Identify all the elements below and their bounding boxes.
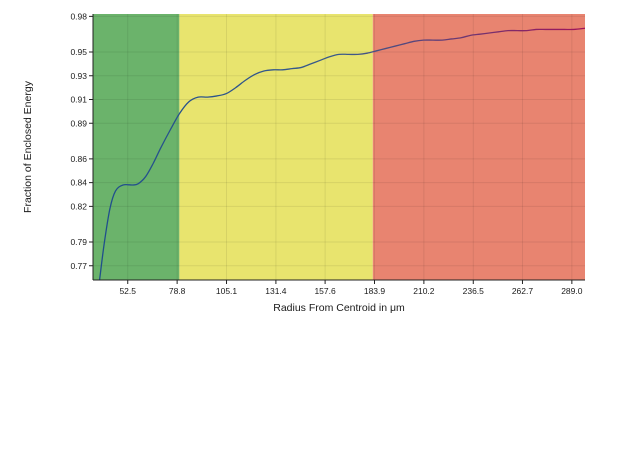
band-2 [372, 14, 585, 280]
y-axis-label: Fraction of Enclosed Energy [22, 80, 34, 213]
band-1 [179, 14, 373, 280]
band-0 [93, 14, 180, 280]
x-axis-ticks: 52.5 78.8 105.1 131.4 157.6 183.9 210.2 236.5 26… [119, 280, 583, 296]
x-tick-label-7: 236.5 [463, 286, 485, 296]
background-bands [93, 14, 585, 280]
y-tick-label-8: 0.95 [70, 47, 87, 57]
y-tick-label-2: 0.82 [70, 201, 87, 211]
x-tick-label-4: 157.6 [314, 286, 336, 296]
x-tick-label-0: 52.5 [119, 286, 136, 296]
x-tick-label-5: 183.9 [364, 286, 386, 296]
x-tick-label-1: 78.8 [169, 286, 186, 296]
x-axis-label: Radius From Centroid in μm [273, 302, 405, 314]
y-tick-label-9: 0.98 [70, 11, 87, 21]
y-axis-ticks: 0.77 0.79 0.82 0.84 0.86 0.89 0.91 0.93 0.95 0.98 [70, 11, 93, 271]
y-tick-label-0: 0.77 [70, 261, 87, 271]
x-tick-label-9: 289.0 [561, 286, 583, 296]
x-tick-label-2: 105.1 [216, 286, 238, 296]
series-line-0 [98, 27, 585, 280]
y-tick-label-4: 0.86 [70, 154, 87, 164]
y-tick-label-7: 0.93 [70, 71, 87, 81]
grid-lines [93, 14, 585, 280]
x-tick-label-3: 131.4 [265, 286, 287, 296]
y-tick-label-6: 0.91 [70, 95, 87, 105]
axes [92, 14, 585, 281]
y-tick-label-1: 0.79 [70, 237, 87, 247]
y-tick-label-5: 0.89 [70, 118, 87, 128]
x-tick-label-8: 262.7 [512, 286, 534, 296]
series-layer [98, 27, 585, 280]
y-tick-label-3: 0.84 [70, 178, 87, 188]
x-tick-label-6: 210.2 [413, 286, 435, 296]
